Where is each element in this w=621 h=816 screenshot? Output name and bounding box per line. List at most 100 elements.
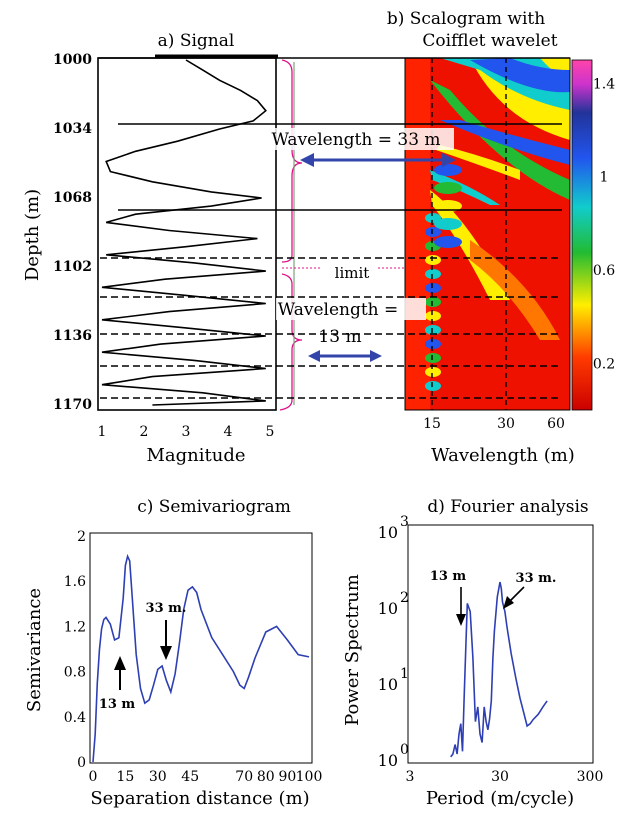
panel-a: a) Signal 1000 1034 1068 1102 1136 1170 1 2 3 4 5… [22,31,410,466]
panel-d-x-ticks: 3 30 300 [406,769,604,785]
panel-a-x-label: Magnitude [146,445,245,466]
wavelength-33-label: Wavelength = 33 m [271,130,440,150]
panel-d-13m-arrowhead [456,614,466,626]
distance-tick-label: 30 [149,769,167,785]
power-tick-label: 10 [378,675,398,694]
scalogram-blob [425,353,441,363]
scalogram-blob [425,297,441,307]
panel-a-frame [97,57,277,411]
panel-b-title-line2: Coifflet wavelet [422,31,557,51]
wavelength-33-arrowhead-left [300,153,314,167]
colorbar-ticks: 1.4 1 0.6 0.2 [593,76,615,372]
wavelength-tick-label: 15 [423,416,441,432]
scalogram-blob [434,182,462,194]
scalogram-blob [434,236,462,248]
depth-guides [98,57,570,399]
distance-tick-label: 0 [89,769,98,785]
semivariance-tick-label: 1.6 [64,574,86,590]
panel-c-title: c) Semivariogram [137,497,291,517]
panel-a-y-label: Depth (m) [22,189,43,281]
pink-bracket-lower [279,273,303,411]
depth-tick-label: 1034 [53,121,92,137]
power-tick-label: 10 [378,751,398,770]
scalogram-blob [434,164,462,176]
magnitude-tick-label: 1 [98,424,107,440]
depth-tick-label: 1170 [53,397,92,413]
panel-b-x-ticks: 15 30 60 [423,416,565,432]
signal-line [101,59,267,406]
panel-c-13m-arrowhead [114,656,126,670]
scalogram-heatmap [405,58,570,410]
wavelength-annotations: Wavelength = 33 m Wavelength = 13 m [258,128,456,362]
scalogram-blob [425,255,441,265]
colorbar [571,59,593,411]
panel-d-33m-arrow [508,586,525,603]
colorbar-tick-label: 1 [600,170,609,186]
power-spectrum-line [450,581,548,758]
scalogram-blob [434,200,462,212]
period-tick-label: 30 [491,769,509,785]
depth-tick-label: 1136 [53,328,92,344]
period-tick-label: 300 [577,769,604,785]
scalogram-blob [425,381,441,391]
panel-c-x-label: Separation distance (m) [90,788,309,809]
scalogram-blob [425,339,441,349]
distance-tick-label: 80 [257,769,275,785]
panel-b-x-label: Wavelength (m) [431,445,575,466]
depth-tick-label: 1068 [53,190,92,206]
magnitude-tick-label: 3 [182,424,191,440]
period-tick-label: 3 [406,769,415,785]
power-tick-exponent: 0 [400,742,409,758]
wavelength-33-arrowhead-right [442,153,456,167]
wavelength-13-label-line2: 13 m [318,327,361,347]
scalogram-blob [425,325,441,335]
panel-c: c) Semivariogram 0 0.4 0.8 1.2 1.6 2 0 15 30 45 7… [24,497,322,809]
distance-tick-label: 45 [181,769,199,785]
panel-d-33m-label: 33 m. [516,571,557,586]
scalogram-blob [425,311,441,321]
panel-b-title-line1: b) Scalogram with [387,9,545,29]
wavelength-13-arrowhead-left [308,350,320,362]
depth-tick-label: 1102 [53,259,92,275]
colorbar-tick-label: 0.6 [593,263,615,279]
power-tick-exponent: 2 [400,590,409,606]
semivariance-tick-label: 0.4 [64,710,86,726]
wavelength-tick-label: 30 [497,416,515,432]
magnitude-tick-label: 5 [266,424,275,440]
scalogram-blob [425,227,441,237]
semivariance-tick-label: 0.8 [64,665,86,681]
panel-c-y-ticks: 0 0.4 0.8 1.2 1.6 2 [64,529,86,771]
magnitude-tick-label: 4 [224,424,233,440]
panel-a-title: a) Signal [158,31,235,51]
panel-a-x-ticks: 1 2 3 4 5 [98,424,275,440]
limit-label: limit [335,264,370,282]
panel-c-33m-label: 33 m. [146,601,187,616]
magnitude-tick-label: 2 [140,424,149,440]
panel-b: b) Scalogram with Coifflet wavelet 15 30 6… [387,9,615,466]
colorbar-tick-label: 1.4 [593,76,615,92]
panel-c-13m-label: 13 m [99,697,136,712]
distance-tick-label: 70 [235,769,253,785]
scalogram-blob [425,269,441,279]
scalogram-blob [425,367,441,377]
wavelength-tick-label: 60 [547,416,565,432]
wavelength-13-arrowhead-right [370,350,382,362]
power-tick-exponent: 1 [400,666,409,682]
scalogram-blob [425,283,441,293]
panel-a-y-ticks: 1000 1034 1068 1102 1136 1170 [53,52,92,413]
power-tick-label: 10 [378,599,398,618]
distance-tick-label: 15 [116,769,134,785]
panel-d-frame [407,524,594,764]
panel-c-33m-arrowhead [160,646,172,660]
scalogram-blob [434,218,462,230]
panel-c-frame [89,532,313,764]
semivariogram-line [92,553,310,763]
panel-d-y-label: Power Spectrum [342,574,363,726]
panel-d-33m-arrowhead [503,596,514,609]
distance-tick-label: 100 [296,769,323,785]
panel-c-y-label: Semivariance [24,588,45,712]
power-tick-exponent: 3 [400,514,409,530]
